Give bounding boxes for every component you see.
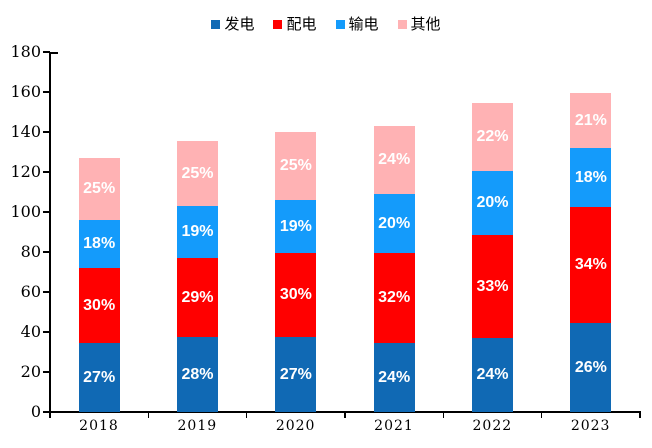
y-axis-tick xyxy=(43,91,50,93)
bar-segment-distribution-2019: 29% xyxy=(177,258,218,337)
x-axis-tick xyxy=(49,411,51,418)
legend-label-transmission: 输电 xyxy=(348,14,379,33)
bar-segment-generation-2020: 27% xyxy=(275,337,317,412)
segment-label: 20% xyxy=(378,214,411,232)
segment-label: 21% xyxy=(574,111,607,129)
bar-segment-other-2020: 25% xyxy=(275,132,317,200)
bar-segment-other-2021: 24% xyxy=(373,126,415,194)
x-axis-tick xyxy=(344,411,346,418)
legend: 发电 配电 输电 其他 xyxy=(0,12,652,36)
bar-segment-transmission-2022: 20% xyxy=(472,171,513,235)
bar-segment-distribution-2020: 30% xyxy=(275,253,317,337)
segment-label: 29% xyxy=(181,288,214,306)
y-axis-tick xyxy=(43,51,50,53)
y-axis-tick xyxy=(43,371,50,373)
legend-swatch-other-icon xyxy=(397,19,407,29)
y-axis-tick-label: 0 xyxy=(30,402,41,421)
segment-label: 25% xyxy=(181,164,214,182)
legend-label-generation: 发电 xyxy=(224,14,255,33)
legend-item-other: 其他 xyxy=(397,14,441,33)
segment-label: 33% xyxy=(476,277,509,295)
x-axis-tick xyxy=(147,411,150,418)
x-axis-label-2018: 2018 xyxy=(79,418,119,434)
segment-label: 24% xyxy=(476,366,509,383)
y-axis-top-tick xyxy=(50,52,58,54)
y-axis-tick-label: 20 xyxy=(20,362,41,381)
y-axis-tick-label: 40 xyxy=(20,322,41,341)
x-axis-tick xyxy=(639,411,641,418)
legend-item-transmission: 输电 xyxy=(335,14,379,33)
legend-label-distribution: 配电 xyxy=(286,14,317,33)
legend-swatch-generation-icon xyxy=(211,19,221,29)
x-axis-label-2020: 2020 xyxy=(275,418,316,434)
y-axis-tick xyxy=(43,171,50,173)
segment-label: 28% xyxy=(181,365,214,383)
legend-item-distribution: 配电 xyxy=(273,14,317,33)
legend-swatch-transmission-icon xyxy=(335,19,345,29)
segment-label: 20% xyxy=(476,194,509,211)
x-axis-tick xyxy=(442,411,445,418)
y-axis xyxy=(49,52,51,418)
segment-label: 18% xyxy=(83,235,116,252)
y-axis-tick-label: 160 xyxy=(10,82,41,101)
segment-label: 24% xyxy=(378,368,411,386)
bar-segment-transmission-2021: 20% xyxy=(373,194,415,253)
segment-label: 30% xyxy=(83,296,116,314)
y-axis-tick-label: 140 xyxy=(10,122,41,141)
legend-label-other: 其他 xyxy=(410,14,441,33)
legend-item-generation: 发电 xyxy=(211,14,255,33)
x-axis-label-2022: 2022 xyxy=(472,418,513,434)
bar-segment-transmission-2018: 18% xyxy=(78,220,120,268)
bar-segment-transmission-2019: 19% xyxy=(177,206,218,258)
x-axis-label-2023: 2023 xyxy=(570,418,611,434)
x-axis-label-2019: 2019 xyxy=(177,418,218,434)
y-axis-tick-label: 60 xyxy=(20,282,41,301)
y-axis-tick xyxy=(43,331,50,333)
segment-label: 22% xyxy=(476,128,509,145)
bar-segment-other-2023: 21% xyxy=(570,93,612,148)
y-axis-tick xyxy=(43,211,50,213)
segment-label: 27% xyxy=(83,368,116,386)
bar-segment-generation-2018: 27% xyxy=(78,343,120,412)
y-axis-tick xyxy=(43,291,50,293)
segment-label: 34% xyxy=(574,256,607,273)
bar-segment-distribution-2021: 32% xyxy=(373,253,415,343)
bar-segment-other-2018: 25% xyxy=(78,158,120,220)
segment-label: 25% xyxy=(279,157,312,174)
segment-label: 25% xyxy=(83,180,116,197)
y-axis-tick-label: 180 xyxy=(10,42,41,61)
legend-swatch-distribution-icon xyxy=(273,19,283,29)
x-axis-tick xyxy=(540,411,543,418)
y-axis-tick-label: 120 xyxy=(10,162,41,181)
bar-segment-other-2019: 25% xyxy=(177,141,218,206)
bar-segment-distribution-2018: 30% xyxy=(78,268,120,343)
bar-segment-distribution-2023: 34% xyxy=(570,207,612,323)
segment-label: 26% xyxy=(574,358,607,376)
y-axis-tick xyxy=(43,411,50,413)
segment-label: 18% xyxy=(574,168,607,186)
bar-segment-generation-2022: 24% xyxy=(472,338,513,412)
bar-segment-other-2022: 22% xyxy=(472,103,513,171)
segment-label: 27% xyxy=(279,365,312,383)
x-axis-label-2021: 2021 xyxy=(374,418,414,434)
segment-label: 30% xyxy=(279,286,312,303)
y-axis-tick-label: 100 xyxy=(10,202,41,221)
bar-segment-transmission-2020: 19% xyxy=(275,200,317,253)
segment-label: 19% xyxy=(279,217,312,235)
y-axis-tick-label: 80 xyxy=(20,242,41,261)
bar-segment-generation-2021: 24% xyxy=(373,343,415,412)
x-axis-tick xyxy=(245,411,248,418)
bar-segment-distribution-2022: 33% xyxy=(472,235,513,338)
segment-label: 24% xyxy=(378,151,411,168)
segment-label: 32% xyxy=(378,289,411,306)
y-axis-tick xyxy=(43,131,50,133)
y-axis-tick xyxy=(43,251,50,253)
segment-label: 19% xyxy=(181,223,214,240)
bar-segment-generation-2023: 26% xyxy=(570,323,612,412)
bar-segment-generation-2019: 28% xyxy=(177,337,218,412)
bar-segment-transmission-2023: 18% xyxy=(570,148,612,207)
